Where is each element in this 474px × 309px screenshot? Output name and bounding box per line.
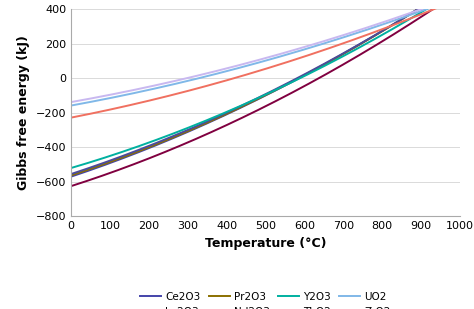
Nd2O3 xyxy=(68,172,74,176)
Pr2O3 xyxy=(68,174,74,177)
Ce2O3 xyxy=(298,75,304,79)
Line: Nd2O3: Nd2O3 xyxy=(71,0,460,174)
Nd2O3 xyxy=(70,172,75,176)
La2O3 xyxy=(70,184,75,188)
ZrO2 xyxy=(306,44,312,48)
La2O3 xyxy=(68,184,74,188)
Ce2O3 xyxy=(300,74,305,78)
ZrO2 xyxy=(420,6,426,10)
ZrO2 xyxy=(300,46,305,49)
Ce2O3 xyxy=(70,174,75,178)
Line: Y2O3: Y2O3 xyxy=(71,0,460,168)
Y2O3 xyxy=(298,76,304,79)
UO2 xyxy=(396,17,401,21)
Pr2O3 xyxy=(420,4,426,8)
La2O3 xyxy=(306,82,312,86)
ThO2 xyxy=(300,55,305,59)
UO2 xyxy=(420,8,426,12)
Legend: Ce2O3, La2O3, Pr2O3, Nd2O3, Y2O3, ThO2, UO2, ZrO2: Ce2O3, La2O3, Pr2O3, Nd2O3, Y2O3, ThO2, … xyxy=(136,288,395,309)
ThO2 xyxy=(70,116,75,119)
Y2O3 xyxy=(396,23,401,27)
Ce2O3 xyxy=(420,4,426,7)
Y2O3 xyxy=(300,75,305,79)
ThO2 xyxy=(298,56,304,59)
Line: UO2: UO2 xyxy=(71,0,460,106)
Line: Pr2O3: Pr2O3 xyxy=(71,0,460,176)
Pr2O3 xyxy=(396,19,401,23)
Nd2O3 xyxy=(300,74,305,77)
Y2O3 xyxy=(306,72,312,76)
La2O3 xyxy=(298,86,304,90)
ZrO2 xyxy=(298,46,304,50)
ThO2 xyxy=(396,21,401,25)
Y2O3 xyxy=(420,9,426,13)
UO2 xyxy=(300,48,305,52)
Pr2O3 xyxy=(70,173,75,177)
Pr2O3 xyxy=(300,74,305,78)
Pr2O3 xyxy=(298,75,304,79)
X-axis label: Temperature (°C): Temperature (°C) xyxy=(205,237,326,250)
UO2 xyxy=(298,49,304,52)
Y-axis label: Gibbs free energy (kJ): Gibbs free energy (kJ) xyxy=(17,35,30,190)
Nd2O3 xyxy=(396,19,401,23)
Nd2O3 xyxy=(306,70,312,74)
Line: ThO2: ThO2 xyxy=(71,0,460,118)
Line: La2O3: La2O3 xyxy=(71,0,460,186)
ZrO2 xyxy=(70,100,75,104)
Nd2O3 xyxy=(420,4,426,8)
Ce2O3 xyxy=(68,175,74,179)
La2O3 xyxy=(396,29,401,33)
UO2 xyxy=(70,104,75,107)
ZrO2 xyxy=(396,15,401,19)
Y2O3 xyxy=(70,166,75,169)
ThO2 xyxy=(306,53,312,57)
La2O3 xyxy=(300,85,305,89)
Ce2O3 xyxy=(306,71,312,75)
Line: Ce2O3: Ce2O3 xyxy=(71,0,460,177)
UO2 xyxy=(68,104,74,108)
ZrO2 xyxy=(68,100,74,104)
UO2 xyxy=(306,46,312,50)
Line: ZrO2: ZrO2 xyxy=(71,0,460,102)
ThO2 xyxy=(420,11,426,15)
Ce2O3 xyxy=(396,19,401,23)
Y2O3 xyxy=(68,166,74,170)
Pr2O3 xyxy=(306,71,312,74)
La2O3 xyxy=(420,14,426,17)
ThO2 xyxy=(68,116,74,120)
Nd2O3 xyxy=(298,74,304,78)
